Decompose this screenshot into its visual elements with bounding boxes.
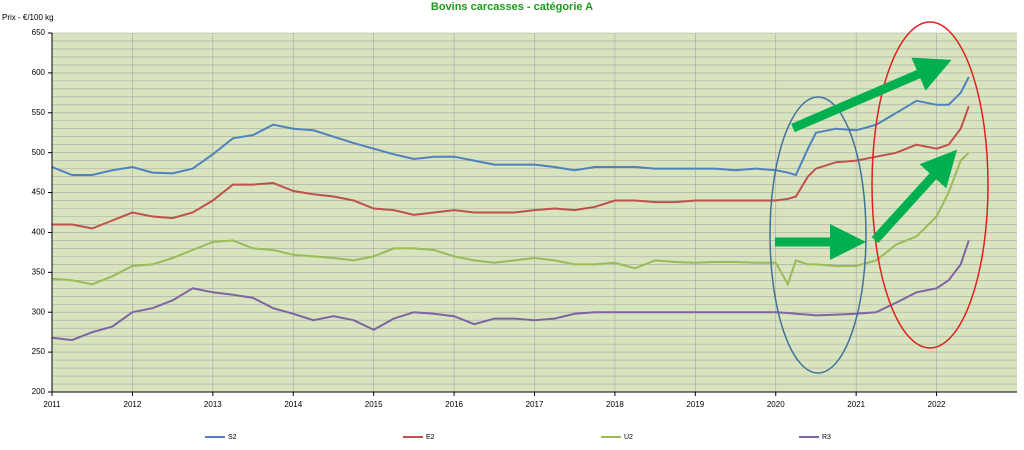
x-tick-label: 2021 bbox=[847, 400, 865, 409]
x-tick-label: 2020 bbox=[767, 400, 785, 409]
x-tick-label: 2011 bbox=[43, 400, 61, 409]
y-tick-label: 500 bbox=[32, 148, 46, 157]
y-tick-label: 250 bbox=[32, 347, 46, 356]
series-line bbox=[51, 240, 970, 342]
y-tick-label: 600 bbox=[32, 68, 46, 77]
x-tick-label: 2016 bbox=[445, 400, 463, 409]
legend-label: R3 bbox=[822, 434, 831, 441]
x-tick-label: 2015 bbox=[365, 400, 383, 409]
x-tick-label: 2018 bbox=[606, 400, 624, 409]
y-tick-label: 550 bbox=[32, 108, 46, 117]
series-line bbox=[52, 106, 970, 230]
chart-title: Bovins carcasses - catégorie A bbox=[431, 1, 593, 13]
legend-label: E2 bbox=[426, 434, 435, 441]
y-axis-label: Prix - €/100 kg bbox=[2, 13, 54, 22]
x-tick-label: 2019 bbox=[686, 400, 704, 409]
x-tick-label: 2022 bbox=[928, 400, 946, 409]
legend-label: S2 bbox=[228, 434, 237, 441]
x-tick-label: 2012 bbox=[124, 400, 142, 409]
highlight-ellipse bbox=[871, 21, 989, 349]
y-tick-label: 300 bbox=[32, 307, 46, 316]
y-tick-label: 400 bbox=[32, 228, 46, 237]
y-tick-label: 200 bbox=[32, 387, 46, 396]
series-line bbox=[51, 151, 970, 287]
arrow bbox=[871, 149, 958, 244]
series-line bbox=[51, 76, 970, 177]
y-tick-label: 650 bbox=[32, 28, 46, 37]
x-tick-label: 2017 bbox=[526, 400, 544, 409]
legend-label: U2 bbox=[624, 434, 633, 441]
x-tick-label: 2014 bbox=[284, 400, 302, 409]
arrow bbox=[791, 57, 952, 133]
highlight-ellipse bbox=[769, 96, 867, 374]
y-tick-label: 450 bbox=[32, 188, 46, 197]
y-tick-label: 350 bbox=[32, 267, 46, 276]
x-tick-label: 2013 bbox=[204, 400, 222, 409]
